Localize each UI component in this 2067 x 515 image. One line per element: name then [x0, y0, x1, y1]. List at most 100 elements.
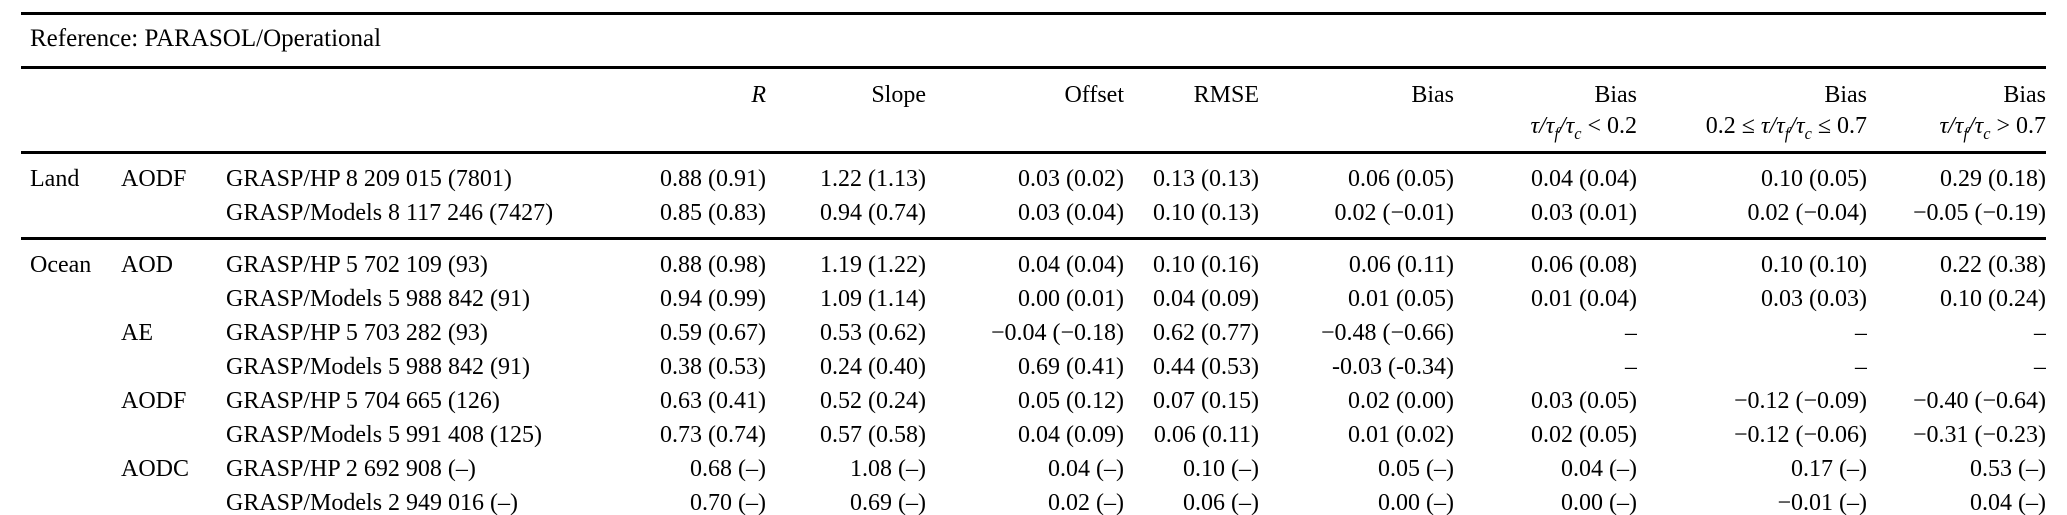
- cell-dataset: GRASP/HP 5 703 282 (93): [226, 320, 488, 346]
- cell-bias: 0.05 (–): [1378, 456, 1454, 482]
- table-row: AODF GRASP/HP 5 704 665 (126) 0.63 (0.41…: [21, 384, 2046, 418]
- cell-bias-low: 0.01 (0.04): [1531, 286, 1637, 312]
- cell-param: [121, 350, 226, 384]
- cell-bias-high: −0.40 (−0.64): [1912, 388, 2046, 414]
- cell-bias-high: 0.53 (–): [1970, 456, 2046, 482]
- col-header-rmse: RMSE: [1193, 82, 1259, 108]
- col-header-r: R: [751, 82, 766, 108]
- cell-group: Land: [30, 166, 80, 192]
- cell-offset: 0.03 (0.02): [1018, 166, 1124, 192]
- cell-param: AODF: [121, 388, 187, 414]
- cell-bias-high: −0.31 (−0.23): [1912, 422, 2046, 448]
- cell-dataset: GRASP/Models 5 991 408 (125): [226, 422, 543, 448]
- cell-slope: 0.94 (0.74): [766, 196, 926, 240]
- cell-bias-high: −0.05 (−0.19): [1867, 196, 2046, 240]
- cell-bias: 0.00 (–): [1259, 486, 1454, 515]
- cell-bias-low: –: [1625, 354, 1637, 380]
- cell-slope: 1.19 (1.22): [820, 252, 926, 278]
- table-row: GRASP/Models 5 988 842 (91) 0.94 (0.99) …: [21, 282, 2046, 316]
- cell-bias-mid: –: [1855, 320, 1867, 346]
- col-header-slope: Slope: [871, 82, 926, 108]
- header-spacer: [1259, 112, 1454, 154]
- header-spacer: [21, 112, 121, 154]
- cell-rmse: 0.62 (0.77): [1153, 320, 1259, 346]
- col-header-bias: Bias: [1411, 82, 1454, 108]
- cell-bias-mid: 0.03 (0.03): [1761, 286, 1867, 312]
- cell-bias-low: 0.03 (0.01): [1454, 196, 1637, 240]
- table-row: Ocean AOD GRASP/HP 5 702 109 (93) 0.88 (…: [21, 239, 2046, 283]
- cell-r: 0.94 (0.99): [660, 286, 766, 312]
- cell-rmse: 0.04 (0.09): [1153, 286, 1259, 312]
- cell-group: [21, 316, 121, 350]
- cell-r: 0.68 (–): [690, 456, 766, 482]
- cell-bias: 0.01 (0.02): [1348, 422, 1454, 448]
- col-header-offset: Offset: [1064, 82, 1124, 108]
- cell-dataset: GRASP/HP 2 692 908 (–): [226, 456, 476, 482]
- cell-rmse: 0.06 (–): [1124, 486, 1259, 515]
- cell-param: AOD: [121, 252, 173, 278]
- cell-r: 0.88 (0.98): [660, 252, 766, 278]
- cell-param: [121, 196, 226, 240]
- col-header-bias-mid: Bias: [1824, 82, 1867, 108]
- header-spacer: [766, 112, 926, 154]
- cell-bias-mid: 0.10 (0.05): [1761, 166, 1867, 192]
- header-row: R Slope Offset RMSE Bias Bias Bias Bias: [21, 68, 2046, 113]
- cell-group: [21, 196, 121, 240]
- cell-param: [121, 282, 226, 316]
- cell-bias-high: 0.29 (0.18): [1940, 166, 2046, 192]
- cell-bias-mid: −0.01 (–): [1637, 486, 1867, 515]
- header-spacer: [21, 68, 121, 113]
- cell-slope: 1.22 (1.13): [820, 166, 926, 192]
- cell-bias: -0.03 (-0.34): [1332, 354, 1454, 380]
- cell-param: [121, 418, 226, 452]
- cell-r: 0.59 (0.67): [660, 320, 766, 346]
- cell-group: [21, 486, 121, 515]
- cell-offset: 0.02 (–): [926, 486, 1124, 515]
- header-spacer: [1124, 112, 1259, 154]
- subheader-row: τ/τf/τc < 0.2 0.2 ≤ τ/τf/τc ≤ 0.7 τ/τf/τ…: [21, 112, 2046, 154]
- cell-bias-low: 0.03 (0.05): [1531, 388, 1637, 414]
- cell-slope: 0.53 (0.62): [820, 320, 926, 346]
- table-row: AODC GRASP/HP 2 692 908 (–) 0.68 (–) 1.0…: [21, 452, 2046, 486]
- cell-bias-high: –: [2034, 320, 2046, 346]
- cell-bias-low: 0.04 (–): [1561, 456, 1637, 482]
- title-row: Reference: PARASOL/Operational: [21, 13, 2046, 69]
- cell-bias-high: –: [2034, 354, 2046, 380]
- header-spacer: [121, 68, 226, 113]
- cell-slope: 0.24 (0.40): [820, 354, 926, 380]
- cell-bias-low: –: [1625, 320, 1637, 346]
- cell-param: AE: [121, 320, 153, 346]
- cell-bias: 0.06 (0.11): [1348, 252, 1454, 278]
- table-row: GRASP/Models 5 991 408 (125) 0.73 (0.74)…: [21, 418, 2046, 452]
- table-row: GRASP/Models 8 117 246 (7427) 0.85 (0.83…: [21, 196, 2046, 240]
- header-spacer: [926, 112, 1124, 154]
- cell-rmse: 0.10 (–): [1183, 456, 1259, 482]
- cell-dataset: GRASP/Models 2 949 016 (–): [226, 486, 616, 515]
- cell-bias-mid: −0.12 (−0.09): [1733, 388, 1867, 414]
- cell-bias: 0.02 (0.00): [1348, 388, 1454, 414]
- cell-r: 0.38 (0.53): [660, 354, 766, 380]
- col-subheader-bias-high-condition: τ/τf/τc > 0.7: [1867, 112, 2046, 154]
- cell-rmse: 0.07 (0.15): [1153, 388, 1259, 414]
- table-row: Land AODF GRASP/HP 8 209 015 (7801) 0.88…: [21, 153, 2046, 197]
- table-title: Reference: PARASOL/Operational: [21, 13, 2046, 69]
- cell-dataset: GRASP/Models 5 988 842 (91): [226, 354, 531, 380]
- cell-dataset: GRASP/Models 8 117 246 (7427): [226, 196, 616, 240]
- cell-group: Ocean: [30, 252, 92, 278]
- cell-param: AODF: [121, 166, 187, 192]
- cell-dataset: GRASP/HP 5 702 109 (93): [226, 252, 488, 278]
- cell-rmse: 0.06 (0.11): [1153, 422, 1259, 448]
- cell-bias-low: 0.02 (0.05): [1531, 422, 1637, 448]
- header-spacer: [616, 112, 766, 154]
- table-row: GRASP/Models 2 949 016 (–) 0.70 (–) 0.69…: [21, 486, 2046, 515]
- table-row: AE GRASP/HP 5 703 282 (93) 0.59 (0.67) 0…: [21, 316, 2046, 350]
- cell-group: [21, 384, 121, 418]
- cell-bias-low: 0.04 (0.04): [1531, 166, 1637, 192]
- cell-slope: 0.69 (–): [766, 486, 926, 515]
- cell-r: 0.70 (–): [616, 486, 766, 515]
- cell-slope: 1.09 (1.14): [820, 286, 926, 312]
- cell-offset: 0.69 (0.41): [1018, 354, 1124, 380]
- cell-rmse: 0.13 (0.13): [1153, 166, 1259, 192]
- cell-bias-high: 0.10 (0.24): [1940, 286, 2046, 312]
